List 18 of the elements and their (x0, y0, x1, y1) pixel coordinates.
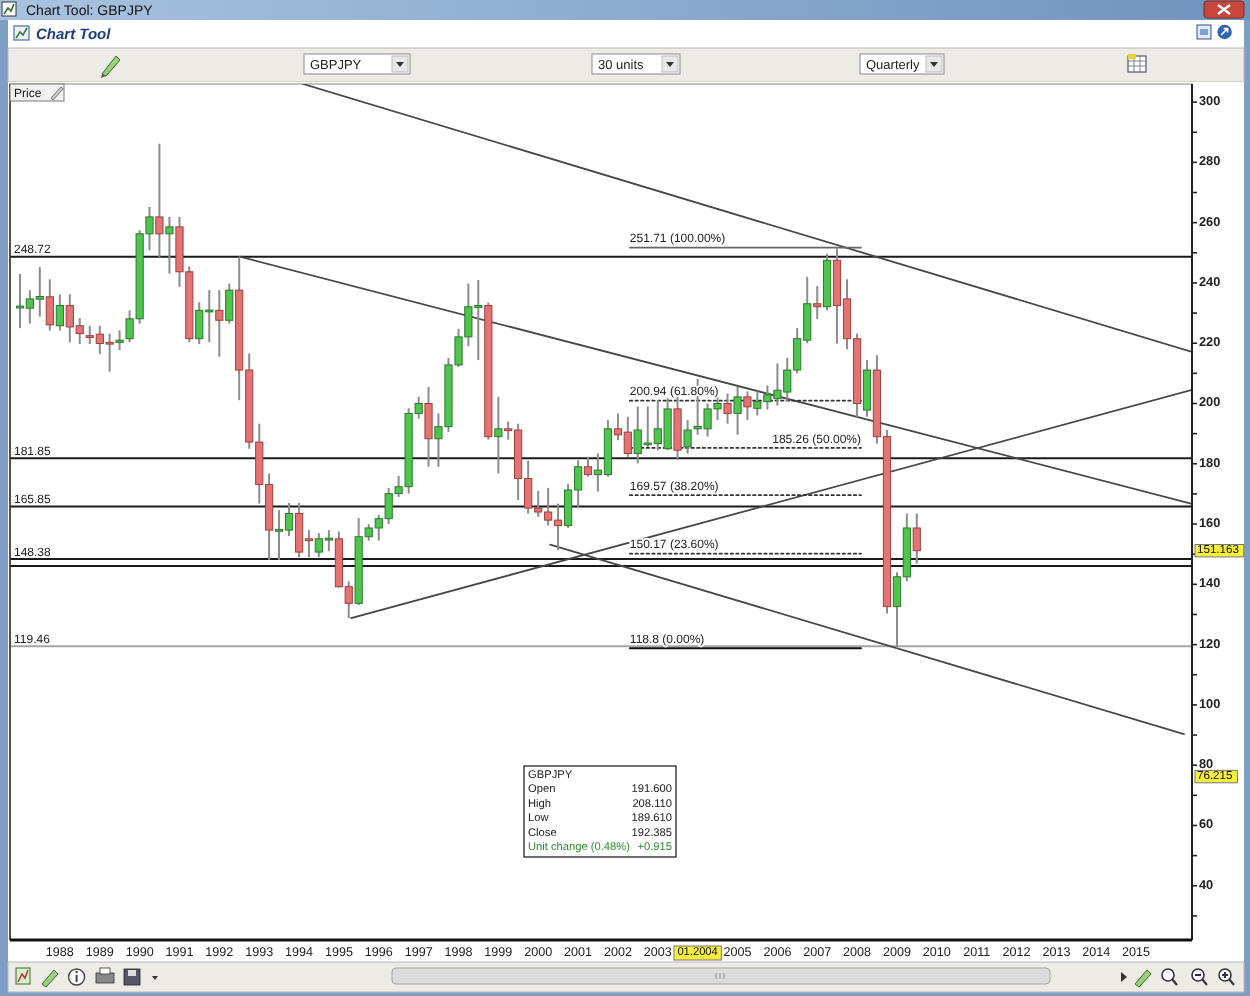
candlestick (55, 293, 64, 332)
candlestick (743, 390, 752, 422)
candlestick (822, 252, 832, 312)
candlestick (424, 385, 433, 468)
candlestick (494, 395, 503, 475)
candlestick (862, 359, 872, 418)
candlestick (813, 284, 822, 321)
candlestick (723, 392, 732, 425)
candlestick (165, 215, 174, 275)
candlestick (215, 289, 224, 358)
candlestick (225, 282, 234, 325)
candlestick (912, 512, 921, 565)
candlestick (733, 385, 742, 436)
candlestick (45, 278, 54, 332)
candlestick (583, 455, 593, 478)
candlestick (155, 142, 164, 259)
candlestick (683, 419, 692, 455)
candlestick (115, 329, 124, 352)
